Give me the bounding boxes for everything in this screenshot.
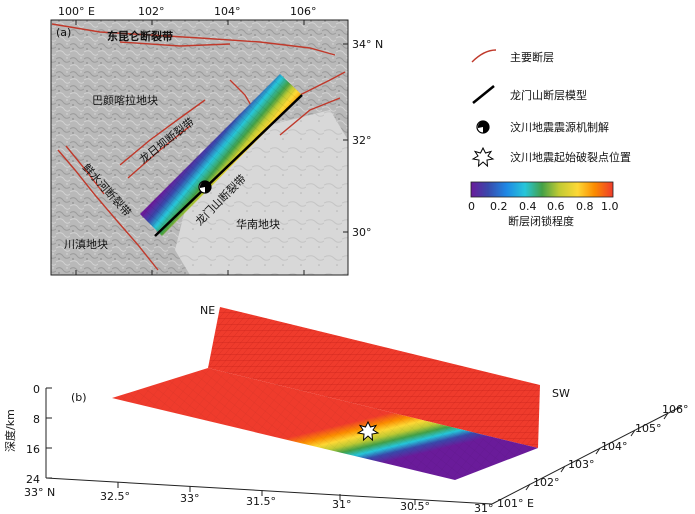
longriba-fault (119, 99, 206, 166)
legend: 主要断层 龙门山断层模型 汶川地震震源机制解 汶川地震起始破裂点位置 0 0.2… (468, 49, 631, 228)
lat-tick-b-6: 31° (474, 502, 494, 514)
lat-axis-line (45, 477, 493, 505)
lat-tick-b-3: 31.5° (246, 495, 276, 508)
lat-tick-32: 32° (352, 134, 372, 147)
lon-tick-b-102: 102° (533, 476, 560, 489)
lon-tick-b-103: 103° (568, 458, 595, 471)
colorbar-tick-4: 0.8 (576, 200, 594, 213)
fault-model-symbol (472, 85, 495, 104)
legend-fault-model: 龙门山断层模型 (510, 88, 587, 102)
inclined-fault-plane-mesh (112, 368, 538, 480)
panel-a-label: (a) (56, 26, 71, 39)
depth-ticks: 0 8 16 24 (26, 383, 40, 486)
lat-tick-b-0: 33° N (24, 486, 55, 499)
longmenshan-fault-ne-2 (279, 97, 341, 136)
fault-locking-strip-mesh (140, 74, 302, 236)
panel-b-3d-fault: (b) NE SW 深度/km 0 8 16 24 33° N 32.5° 33… (3, 304, 689, 514)
south-china-label: 华南地块 (236, 217, 280, 231)
colorbar-tick-1: 0.2 (490, 200, 508, 213)
lon-tick-100: 100° E (58, 5, 95, 18)
panel-b-label: (b) (71, 391, 87, 404)
chuandian-label: 川滇地块 (64, 237, 108, 251)
map-frame-ticks (75, 20, 348, 275)
longriba-fault-2 (127, 125, 191, 179)
depth-tick-16: 16 (26, 443, 40, 456)
lon-axis-line (491, 405, 683, 505)
colorbar-tick-2: 0.4 (519, 200, 537, 213)
lon-tick-104: 104° (214, 5, 241, 18)
colorbar-tick-0: 0 (468, 200, 475, 213)
lon-tick-b-104: 104° (601, 440, 628, 453)
colorbar-tick-5: 1.0 (601, 200, 619, 213)
legend-initial-rupture: 汶川地震起始破裂点位置 (510, 150, 631, 164)
beachball-symbol (476, 120, 490, 134)
colorbar (470, 181, 614, 198)
sw-label: SW (552, 387, 570, 400)
panel-a-map: (a) 东昆仑断裂带 巴颜喀拉地块 龙日坝断裂带 鲜水河断裂带 川滇地块 龙门山… (50, 5, 383, 276)
star-symbol (471, 146, 495, 168)
lat-ticks: 33° N 32.5° 33° 31.5° 31° 30.5° 31° (24, 486, 494, 514)
east-kunlun-fault (51, 23, 336, 56)
legend-main-faults: 主要断层 (510, 50, 554, 64)
colorbar-tick-3: 0.6 (547, 200, 565, 213)
colorbar-ticks: 0 0.2 0.4 0.6 0.8 1.0 (468, 200, 619, 213)
ne-label: NE (200, 304, 215, 317)
focal-mechanism-beachball (198, 180, 212, 194)
panel-b-axes (45, 387, 683, 505)
depth-tick-0: 0 (33, 383, 40, 396)
xianshuihe-fault (57, 149, 159, 271)
lon-tick-102: 102° (138, 5, 165, 18)
longmenshan-fault-model-line (154, 94, 303, 237)
east-kunlun-label: 东昆仑断裂带 (107, 29, 173, 43)
lat-tick-34: 34° N (352, 38, 383, 51)
legend-focal-mechanism: 汶川地震震源机制解 (510, 120, 609, 134)
initial-rupture-star (356, 420, 380, 442)
lon-tick-b-101: 101° E (497, 497, 534, 510)
main-fault-symbol (471, 49, 497, 63)
depth-tick-24: 24 (26, 473, 40, 486)
lat-tick-b-4: 31° (332, 498, 352, 511)
lat-tick-30: 30° (352, 226, 372, 239)
lon-tick-b-105: 105° (635, 422, 662, 435)
lat-tick-b-1: 32.5° (100, 490, 130, 503)
bayan-har-label: 巴颜喀拉地块 (92, 93, 158, 107)
vertical-fault-wall-mesh (208, 307, 540, 448)
depth-axis-label: 深度/km (3, 409, 17, 452)
lat-tick-b-2: 33° (180, 492, 200, 505)
lat-tick-b-5: 30.5° (400, 500, 430, 513)
lon-tick-106: 106° (290, 5, 317, 18)
lon-tick-b-106: 106° (662, 403, 689, 416)
east-kunlun-fault-branch (119, 41, 231, 47)
lon-ticks: 101° E 102° 103° 104° 105° 106° (497, 403, 689, 510)
depth-tick-8: 8 (33, 413, 40, 426)
colorbar-label: 断层闭锁程度 (508, 214, 574, 228)
xianshuihe-fault-2 (65, 145, 105, 195)
map-frame-border (50, 19, 349, 276)
